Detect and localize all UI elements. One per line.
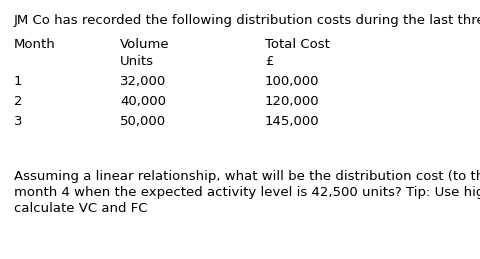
Text: 3: 3 (14, 115, 23, 128)
Text: Volume: Volume (120, 38, 169, 51)
Text: Assuming a linear relationship, what will be the distribution cost (to the neare: Assuming a linear relationship, what wil… (14, 170, 480, 183)
Text: Total Cost: Total Cost (265, 38, 330, 51)
Text: 100,000: 100,000 (265, 75, 320, 88)
Text: JM Co has recorded the following distribution costs during the last three months: JM Co has recorded the following distrib… (14, 14, 480, 27)
Text: £: £ (265, 55, 274, 68)
Text: 2: 2 (14, 95, 23, 108)
Text: 1: 1 (14, 75, 23, 88)
Text: 50,000: 50,000 (120, 115, 166, 128)
Text: Month: Month (14, 38, 56, 51)
Text: 120,000: 120,000 (265, 95, 320, 108)
Text: Units: Units (120, 55, 154, 68)
Text: 32,000: 32,000 (120, 75, 166, 88)
Text: month 4 when the expected activity level is 42,500 units? Tip: Use high/low meth: month 4 when the expected activity level… (14, 186, 480, 199)
Text: 145,000: 145,000 (265, 115, 320, 128)
Text: calculate VC and FC: calculate VC and FC (14, 202, 147, 215)
Text: 40,000: 40,000 (120, 95, 166, 108)
